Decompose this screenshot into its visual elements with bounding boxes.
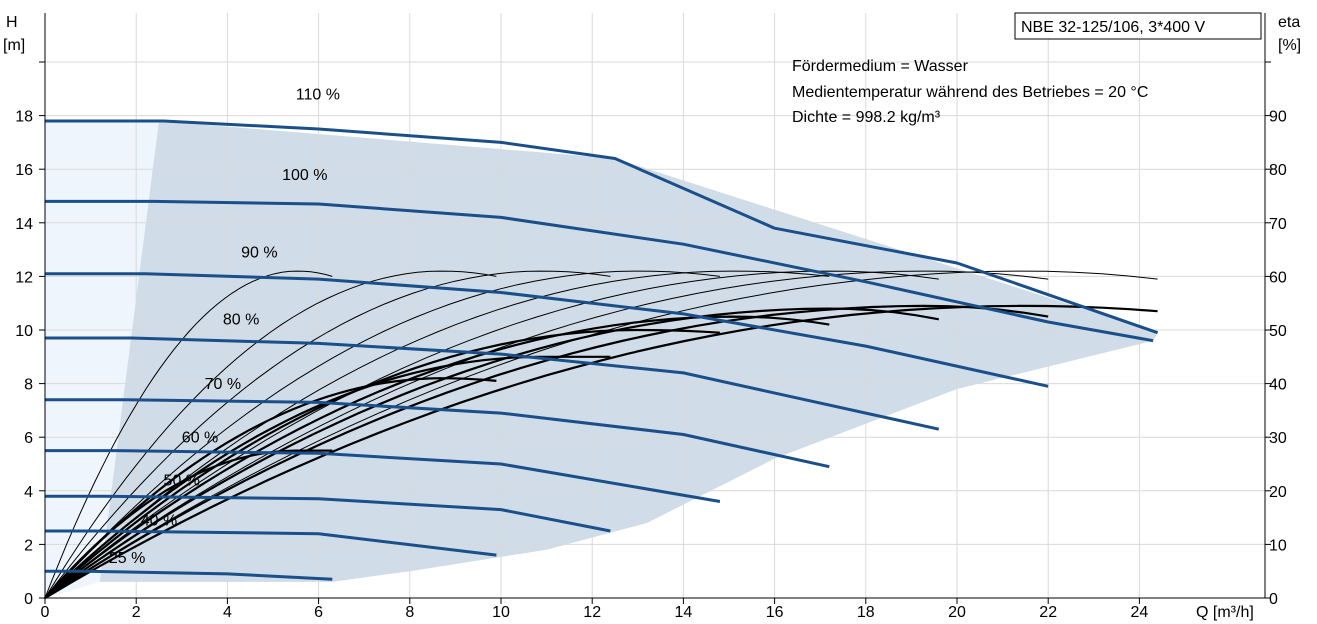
y-left-tick-label: 6: [24, 430, 33, 447]
head-curve: [45, 272, 1049, 388]
info-density: Dichte = 998.2 kg/m³: [792, 109, 941, 126]
x-axis-label: Q [m³/h]: [1196, 604, 1254, 621]
head-curve: [45, 199, 1154, 343]
y-left-label-top: H: [6, 14, 18, 31]
speed-labels: 110 % 100 % 90 % 80 % 70 % 60 % 50 % 40 % 25 %: [109, 87, 340, 568]
y-left-tick-label: 2: [24, 537, 33, 554]
x-tick-label: 0: [41, 604, 50, 621]
y-left-tick-label: 0: [24, 591, 33, 608]
x-tick-label: 22: [1039, 604, 1057, 621]
chart-areas: [45, 120, 1158, 599]
head-curve: [45, 529, 497, 557]
speed-label: 110 %: [296, 87, 340, 104]
efficiency-curve: [44, 270, 333, 599]
title-box: [1014, 12, 1262, 40]
x-tick-label: 2: [132, 604, 141, 621]
speed-label: 40 %: [141, 513, 177, 530]
efficiency-curve: [44, 377, 497, 599]
x-tick-label: 18: [857, 604, 875, 621]
y-right-tick-label: 50: [1269, 323, 1287, 340]
operating-area: [99, 120, 1158, 582]
speed-label: 100 %: [282, 167, 327, 184]
x-tick-label: 20: [948, 604, 966, 621]
info-medium: Fördermedium = Wasser: [792, 58, 969, 75]
y-right-label-bottom: [%]: [1278, 37, 1301, 54]
efficiency-curve: [44, 270, 939, 599]
speed-label: 80 %: [223, 312, 259, 329]
efficiency-curve: [44, 328, 720, 599]
chart-grid: [45, 13, 1265, 598]
speed-label: 90 %: [241, 245, 277, 262]
head-curve: [45, 336, 940, 431]
y-left-tick-label: 8: [24, 377, 33, 394]
y-left-tick-label: 18: [15, 109, 33, 126]
x-tick-label: 6: [314, 604, 323, 621]
head-curve: [45, 449, 721, 503]
x-tick-label: 10: [492, 604, 510, 621]
head-curve: [45, 119, 1159, 335]
y-left-tick-label: 10: [15, 323, 33, 340]
efficiency-curves: [44, 270, 1158, 599]
efficiency-curve: [44, 270, 720, 599]
chart-title: NBE 32-125/106, 3*400 V: [1021, 19, 1205, 36]
y-left-tick-label: 14: [15, 216, 33, 233]
efficiency-curve: [44, 270, 611, 599]
x-tick-label: 8: [405, 604, 414, 621]
y-right-tick-label: 10: [1269, 537, 1287, 554]
y-left-tick-label: 12: [15, 269, 33, 286]
head-curve: [45, 398, 830, 469]
y-left-label-bottom: [m]: [3, 37, 25, 54]
head-curves: [45, 119, 1159, 581]
speed-label: 50 %: [164, 472, 200, 489]
x-tick-label: 16: [766, 604, 784, 621]
speed-label: 60 %: [182, 430, 218, 447]
x-tick-label: 4: [223, 604, 232, 621]
y-right-tick-label: 30: [1269, 430, 1287, 447]
head-curve: [45, 494, 611, 533]
y-right-tick-label: 20: [1269, 484, 1287, 501]
speed-label: 25 %: [109, 550, 145, 567]
x-tick-label: 14: [675, 604, 693, 621]
y-left-tick-label: 4: [24, 484, 33, 501]
head-curve: [45, 569, 333, 581]
x-tick-label: 12: [583, 604, 601, 621]
x-tick-label: 24: [1131, 604, 1149, 621]
y-left-tick-label: 16: [15, 162, 33, 179]
y-right-tick-label: 60: [1269, 269, 1287, 286]
y-right-tick-label: 80: [1269, 162, 1287, 179]
y-right-tick-label: 0: [1269, 591, 1278, 608]
y-right-tick-label: 40: [1269, 377, 1287, 394]
y-right-label-top: eta: [1278, 14, 1300, 31]
efficiency-curve: [44, 270, 497, 599]
efficiency-curve: [44, 270, 1049, 599]
low-flow-area: [45, 120, 164, 599]
info-temperature: Medientemperatur während des Betriebes =…: [792, 84, 1148, 101]
chart-axes: 0 2 4 6 8 10 12 14 16 18 20 22 240246810121416180102…: [15, 13, 1287, 621]
speed-label: 70 %: [205, 376, 241, 393]
y-right-tick-label: 90: [1269, 109, 1287, 126]
y-right-tick-label: 70: [1269, 216, 1287, 233]
